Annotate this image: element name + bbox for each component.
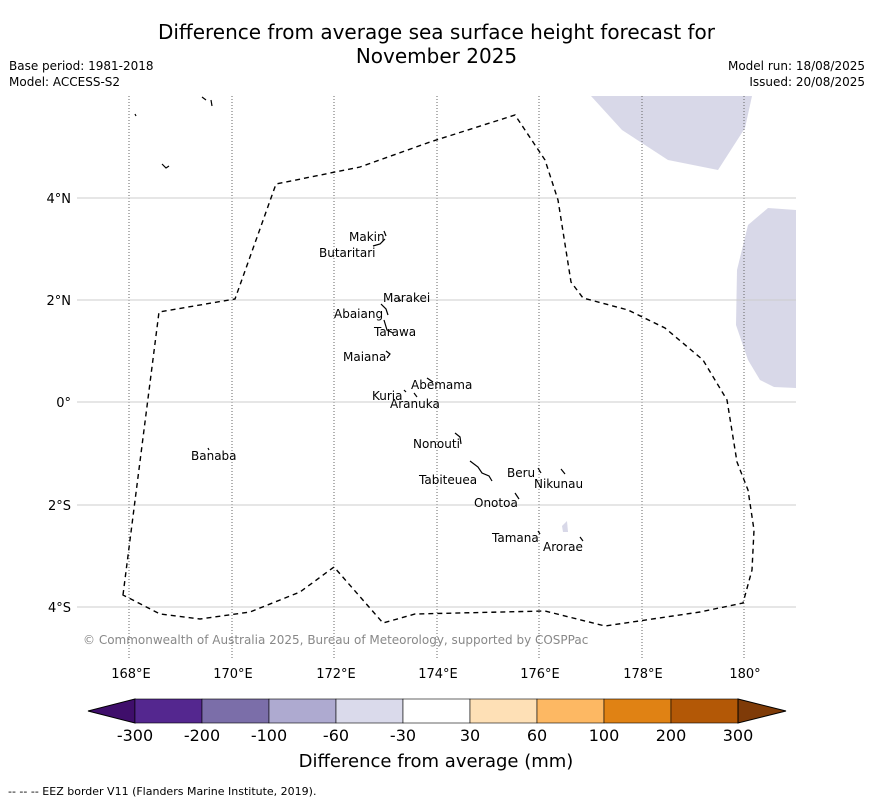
lon-label-174e: 174°E	[418, 667, 458, 682]
colorbar-tick-label: -300	[117, 726, 153, 745]
title-line-2: November 2025	[355, 44, 518, 68]
colorbar-segment	[268, 698, 337, 724]
lon-label-176e: 176°E	[520, 667, 560, 682]
meta-left: Base period: 1981-2018 Model: ACCESS-S2	[9, 58, 154, 90]
island-marakei	[397, 297, 402, 302]
colorbar-segment	[335, 698, 404, 724]
place-butaritari: Butaritari	[319, 246, 376, 260]
colorbar-extend-low	[87, 698, 136, 724]
colorbar-tick-label: 300	[723, 726, 754, 745]
parallel-lines	[77, 197, 796, 608]
colorbar: -300 -200 -100 -60 -30 30 60 100 200 300 Differen…	[87, 698, 787, 772]
island-arorae	[579, 536, 584, 542]
place-kuria: Kuria	[372, 389, 403, 403]
colorbar-tick-label: 200	[656, 726, 687, 745]
island-butaritari	[372, 238, 386, 247]
place-arorae: Arorae	[543, 540, 583, 554]
island-tabiteuea	[469, 460, 493, 482]
island-makin	[383, 230, 387, 237]
anomaly-region-east	[736, 208, 796, 388]
lat-label-4n: 4°N	[47, 192, 72, 207]
issued-date: Issued: 20/08/2025	[749, 75, 865, 89]
model-name: Model: ACCESS-S2	[9, 75, 121, 89]
island-banaba	[207, 447, 210, 451]
place-nonouti: Nonouti	[413, 437, 460, 451]
eez-border	[122, 114, 755, 627]
place-tabiteuea: Tabiteuea	[418, 473, 477, 487]
lon-label-168e: 168°E	[111, 667, 151, 682]
island-abaiang	[380, 303, 389, 316]
island-tarawa	[383, 319, 394, 334]
island-abemama	[426, 377, 434, 383]
colorbar-tick-label: -30	[390, 726, 416, 745]
colorbar-label: Difference from average (mm)	[299, 751, 574, 772]
colorbar-segment	[603, 698, 672, 724]
colorbar-tick-label: -100	[251, 726, 287, 745]
anomaly-spot	[562, 521, 568, 532]
copyright-text: © Commonwealth of Australia 2025, Bureau…	[83, 633, 588, 647]
place-onotoa: Onotoa	[474, 496, 518, 510]
colorbar-segment	[201, 698, 270, 724]
island-shapes	[134, 96, 584, 542]
lat-label-2s: 2°S	[48, 499, 71, 514]
colorbar-extend-high	[737, 698, 787, 724]
island-maiana	[385, 350, 391, 359]
colorbar-segment	[134, 698, 203, 724]
island-nikunau	[560, 468, 566, 475]
base-period: Base period: 1981-2018	[9, 59, 154, 73]
place-banaba: Banaba	[191, 449, 237, 463]
colorbar-tick-label: 100	[589, 726, 620, 745]
island-nonouti	[454, 432, 462, 445]
place-tarawa: Tarawa	[373, 325, 416, 339]
colorbar-segment	[670, 698, 739, 724]
island-kuria	[403, 389, 407, 393]
colorbar-tick-label: -60	[323, 726, 349, 745]
place-nikunau: Nikunau	[534, 477, 583, 491]
lat-label-2n: 2°N	[47, 294, 72, 309]
colorbar-segment	[536, 698, 605, 724]
colorbar-segment	[402, 698, 471, 724]
lon-label-170e: 170°E	[213, 667, 253, 682]
meridian-lines	[128, 96, 745, 658]
island-nw-2	[201, 96, 207, 101]
place-beru: Beru	[507, 466, 535, 480]
map-title: Difference from average sea surface heig…	[0, 20, 873, 68]
lon-label-178e: 178°E	[623, 667, 663, 682]
anomaly-region-north	[591, 96, 752, 170]
eez-footnote: -- -- -- EEZ border V11 (Flanders Marine…	[8, 785, 317, 798]
place-marakei: Marakei	[383, 291, 430, 305]
meta-right: Model run: 18/08/2025 Issued: 20/08/2025	[728, 58, 865, 90]
model-run: Model run: 18/08/2025	[727, 59, 865, 73]
place-abaiang: Abaiang	[334, 307, 383, 321]
lat-label-4s: 4°S	[48, 601, 71, 616]
place-abemama: Abemama	[411, 378, 472, 392]
title-line-1: Difference from average sea surface heig…	[157, 20, 716, 44]
colorbar-tick-label: -200	[184, 726, 220, 745]
place-tamana: Tamana	[491, 531, 539, 545]
colorbar-tick-label: 60	[527, 726, 547, 745]
colorbar-tick-label: 30	[460, 726, 480, 745]
lon-label-180: 180°	[729, 667, 760, 682]
island-nw-1	[134, 113, 137, 117]
island-aranuka	[413, 392, 418, 398]
colorbar-segment	[469, 698, 538, 724]
lat-label-0: 0°	[56, 396, 71, 411]
island-nw-4	[161, 163, 170, 169]
place-maiana: Maiana	[343, 350, 386, 364]
island-nw-3	[210, 99, 213, 107]
island-tamana	[537, 530, 541, 535]
island-onotoa	[514, 492, 520, 500]
place-makin: Makin	[349, 230, 385, 244]
lon-label-172e: 172°E	[316, 667, 356, 682]
island-beru	[537, 467, 542, 474]
place-aranuka: Aranuka	[390, 397, 440, 411]
